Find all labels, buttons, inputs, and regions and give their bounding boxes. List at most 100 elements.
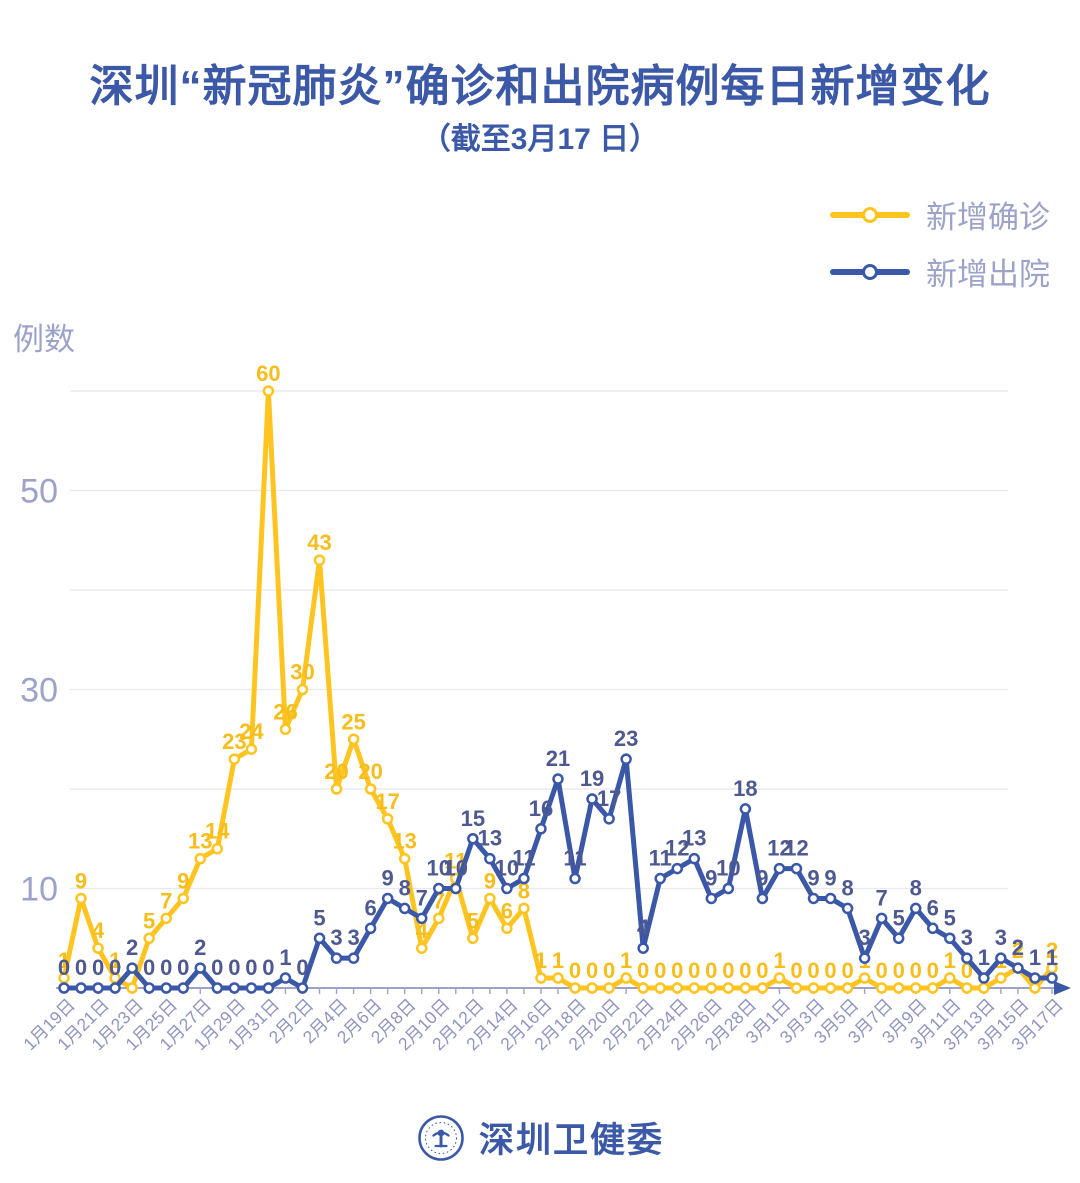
discharged-value-label: 17 bbox=[597, 786, 621, 811]
confirmed-value-label: 0 bbox=[790, 958, 802, 983]
discharged-point bbox=[109, 982, 121, 994]
discharged-point bbox=[841, 902, 854, 915]
y-tick-label: 30 bbox=[20, 672, 58, 710]
discharged-value-label: 15 bbox=[461, 806, 485, 831]
discharged-value-label: 9 bbox=[382, 865, 394, 890]
discharged-value-label: 7 bbox=[416, 885, 428, 910]
confirmed-value-label: 25 bbox=[341, 709, 365, 734]
discharged-point bbox=[92, 982, 104, 994]
discharged-value-label: 10 bbox=[427, 856, 451, 881]
discharged-point bbox=[603, 813, 615, 825]
confirmed-point bbox=[705, 982, 718, 994]
confirmed-point bbox=[433, 912, 445, 925]
discharged-value-label: 23 bbox=[614, 726, 638, 751]
discharged-point bbox=[773, 862, 786, 875]
discharged-point bbox=[756, 892, 769, 905]
discharged-point bbox=[279, 972, 292, 984]
discharged-value-label: 10 bbox=[495, 856, 519, 881]
confirmed-value-label: 0 bbox=[569, 958, 581, 983]
confirmed-value-label: 0 bbox=[739, 958, 751, 983]
confirmed-value-label: 1 bbox=[109, 948, 121, 973]
discharged-point bbox=[961, 952, 973, 964]
discharged-value-label: 8 bbox=[399, 875, 411, 900]
confirmed-value-label: 0 bbox=[893, 958, 905, 983]
confirmed-value-label: 0 bbox=[671, 958, 683, 983]
confirmed-point bbox=[415, 942, 428, 954]
confirmed-point bbox=[586, 982, 598, 994]
confirmed-value-label: 7 bbox=[160, 888, 172, 913]
discharged-value-label: 11 bbox=[512, 846, 535, 871]
discharged-value-label: 0 bbox=[92, 955, 104, 980]
confirmed-point bbox=[875, 982, 888, 994]
confirmed-value-label: 0 bbox=[603, 958, 615, 983]
confirmed-value-label: 5 bbox=[467, 908, 479, 933]
discharged-point bbox=[927, 922, 939, 935]
confirmed-point bbox=[1029, 982, 1041, 994]
discharged-value-label: 5 bbox=[893, 905, 905, 930]
discharged-value-label: 7 bbox=[876, 885, 888, 910]
confirmed-value-label: 13 bbox=[392, 829, 416, 854]
discharged-value-label: 12 bbox=[767, 836, 791, 861]
discharged-point bbox=[1012, 962, 1024, 974]
footer-brand-text: 深圳卫健委 bbox=[478, 1121, 664, 1160]
discharged-value-label: 13 bbox=[478, 826, 502, 851]
legend-item-confirmed: 新增确诊 bbox=[830, 192, 1050, 237]
confirmed-value-label: 30 bbox=[290, 660, 314, 685]
confirmed-point bbox=[756, 982, 769, 994]
discharged-line-sample-icon bbox=[830, 263, 910, 280]
confirmed-value-label: 9 bbox=[75, 868, 87, 893]
discharged-value-label: 0 bbox=[228, 955, 240, 980]
confirmed-point bbox=[841, 982, 854, 994]
confirmed-point bbox=[892, 982, 905, 994]
discharged-value-label: 8 bbox=[841, 875, 853, 900]
confirmed-point bbox=[330, 783, 343, 795]
confirmed-point bbox=[245, 743, 258, 755]
discharged-point bbox=[143, 982, 155, 994]
discharged-value-label: 9 bbox=[824, 865, 836, 890]
discharged-value-label: 11 bbox=[563, 846, 586, 871]
discharged-value-label: 2 bbox=[1012, 935, 1024, 960]
discharged-value-label: 9 bbox=[807, 865, 819, 890]
discharged-value-label: 3 bbox=[347, 925, 359, 950]
discharged-value-label: 0 bbox=[160, 955, 172, 980]
confirmed-value-label: 0 bbox=[910, 958, 922, 983]
discharged-value-label: 0 bbox=[177, 955, 189, 980]
discharged-point bbox=[194, 962, 207, 974]
confirmed-point bbox=[398, 852, 411, 865]
confirmed-value-label: 1 bbox=[773, 948, 785, 973]
confirmed-point bbox=[228, 753, 241, 765]
discharged-point bbox=[671, 862, 683, 875]
confirmed-value-label: 0 bbox=[705, 958, 717, 983]
confirmed-value-label: 0 bbox=[586, 958, 598, 983]
discharged-point bbox=[858, 952, 871, 964]
discharged-point bbox=[705, 892, 718, 905]
discharged-value-label: 1 bbox=[978, 945, 990, 970]
discharged-point bbox=[415, 912, 428, 925]
discharged-point bbox=[739, 803, 752, 815]
confirmed-point bbox=[637, 982, 649, 994]
confirmed-point bbox=[858, 972, 871, 984]
shenzhen-health-commission-logo-icon bbox=[418, 1114, 464, 1161]
legend-item-discharged: 新增出院 bbox=[830, 249, 1050, 294]
discharged-point bbox=[381, 892, 394, 905]
y-tick-label: 10 bbox=[20, 871, 58, 909]
discharged-point bbox=[484, 852, 496, 865]
discharged-value-label: 6 bbox=[927, 895, 939, 920]
discharged-value-label: 10 bbox=[716, 856, 740, 881]
discharged-value-label: 1 bbox=[279, 945, 291, 970]
confirmed-point bbox=[143, 932, 155, 944]
confirmed-value-label: 20 bbox=[358, 759, 382, 784]
discharged-value-label: 5 bbox=[313, 905, 325, 930]
page-title: 深圳“新冠肺炎”确诊和出院病例每日新增变化 bbox=[89, 62, 991, 111]
confirmed-point bbox=[569, 982, 581, 994]
discharged-value-label: 8 bbox=[910, 875, 922, 900]
confirmed-point bbox=[347, 733, 360, 745]
confirmed-value-label: 17 bbox=[375, 789, 399, 814]
discharged-point bbox=[177, 982, 189, 994]
discharged-value-label: 9 bbox=[756, 865, 768, 890]
discharged-value-label: 3 bbox=[995, 925, 1007, 950]
confirmed-value-label: 4 bbox=[416, 918, 429, 943]
discharged-point bbox=[654, 872, 666, 885]
confirmed-point bbox=[790, 982, 803, 994]
